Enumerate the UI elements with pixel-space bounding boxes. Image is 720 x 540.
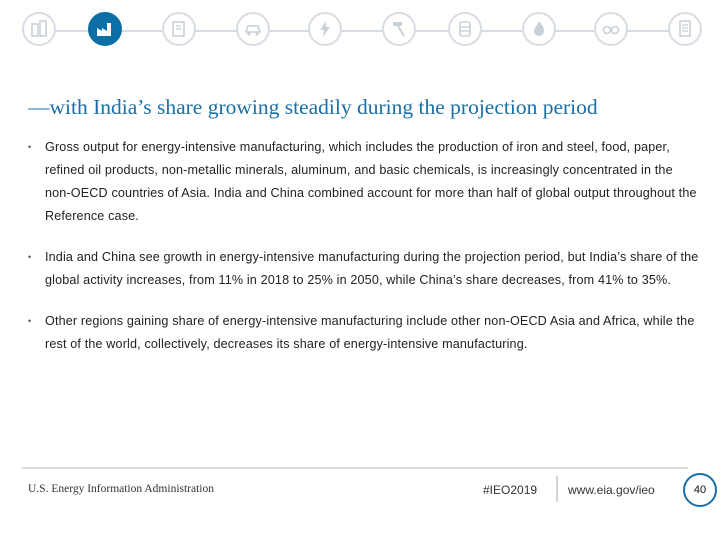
bullet-marker: • <box>28 252 32 262</box>
bullet-list: • Gross output for energy-intensive manu… <box>28 136 700 374</box>
bullet-item: • Gross output for energy-intensive manu… <box>28 136 700 228</box>
industry-icon[interactable] <box>88 12 122 46</box>
footer-hashtag[interactable]: #IEO2019 <box>483 483 538 497</box>
glasses-icon[interactable] <box>594 12 628 46</box>
report-icon[interactable] <box>668 12 702 46</box>
bullet-text: India and China see growth in energy-int… <box>45 250 699 287</box>
page-number-badge: 40 <box>683 473 717 507</box>
lightning-icon[interactable] <box>308 12 342 46</box>
bullet-marker: • <box>28 142 32 152</box>
bullet-text: Other regions gaining share of energy-in… <box>45 314 695 351</box>
icon-bar-rule <box>22 30 702 32</box>
topic-icon-bar <box>0 0 720 60</box>
footer-agency: U.S. Energy Information Administration <box>28 483 215 495</box>
footer-url-link[interactable]: www.eia.gov/ieo <box>568 483 655 497</box>
bullet-item: • Other regions gaining share of energy-… <box>28 310 700 356</box>
bullet-marker: • <box>28 316 32 326</box>
car-icon[interactable] <box>236 12 270 46</box>
documents-icon[interactable] <box>162 12 196 46</box>
flame-icon[interactable] <box>522 12 556 46</box>
bullet-text: Gross output for energy-intensive manufa… <box>45 140 697 223</box>
buildings-icon[interactable] <box>22 12 56 46</box>
bullet-item: • India and China see growth in energy-i… <box>28 246 700 292</box>
barrel-icon[interactable] <box>448 12 482 46</box>
slide-heading: —with India’s share growing steadily dur… <box>28 95 598 119</box>
footer-separator <box>556 476 558 502</box>
hammer-icon[interactable] <box>382 12 416 46</box>
footer-rule <box>22 467 688 469</box>
